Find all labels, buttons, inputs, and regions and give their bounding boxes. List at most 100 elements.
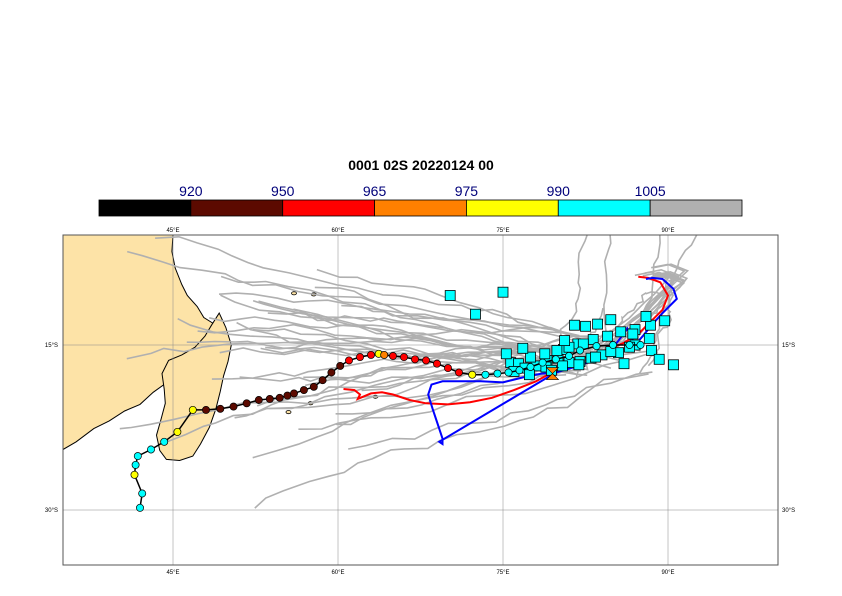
observed-point — [468, 370, 477, 379]
observed-point — [538, 358, 547, 367]
forecast-square — [592, 318, 603, 330]
ensemble-track — [211, 342, 597, 380]
ensemble-track — [126, 337, 580, 360]
observed-point — [242, 399, 251, 408]
observed-point — [481, 370, 490, 379]
ensemble-track — [155, 235, 571, 338]
island — [285, 410, 292, 415]
ensemble-tracks — [119, 235, 698, 509]
lon-label-top: 90°E — [661, 228, 674, 234]
ensemble-track — [609, 270, 689, 355]
observed-point — [265, 394, 274, 403]
ensemble-track — [603, 235, 612, 335]
observed-point — [422, 356, 430, 365]
observed-point — [356, 353, 364, 362]
observed-point — [173, 427, 182, 436]
lon-label-bottom: 45°E — [166, 570, 179, 576]
observed-point — [493, 369, 502, 378]
forecast-square — [615, 326, 627, 338]
ensemble-track — [254, 373, 649, 509]
forecast-square — [659, 315, 671, 327]
observed-point — [229, 402, 238, 411]
ensemble-track — [599, 271, 678, 354]
observed-point — [299, 386, 308, 395]
observed-point — [133, 452, 142, 461]
forecast-square — [539, 348, 551, 360]
observed-point — [318, 376, 327, 385]
ensemble-track — [605, 275, 686, 355]
ensemble-track — [126, 250, 599, 339]
lat-label-right: 15°S — [782, 343, 795, 349]
pressure-colorbar — [98, 199, 743, 217]
forecast-square — [517, 342, 529, 354]
forecast-square — [618, 358, 630, 370]
observed-point — [625, 341, 634, 349]
lon-label-top: 60°E — [331, 228, 344, 234]
observed-track — [130, 341, 645, 512]
observed-point — [160, 437, 169, 446]
lon-label-top: 45°E — [166, 228, 179, 234]
observed-point — [188, 405, 197, 414]
observed-point — [433, 359, 441, 368]
colorbar-label: 1005 — [635, 183, 666, 199]
colorbar-label: 975 — [455, 183, 479, 199]
observed-point — [455, 368, 463, 377]
ensemble-track — [220, 275, 634, 339]
forecast-square — [444, 290, 456, 301]
observed-point — [283, 391, 292, 400]
current-position-marker — [545, 367, 560, 380]
observed-point — [609, 341, 617, 349]
figure-title: 0001 02S 20220124 00 — [348, 157, 494, 173]
pressure-colorbar-labels: 920 950 965 975 990 1005 — [179, 183, 666, 199]
observed-point — [400, 353, 408, 362]
observed-point — [576, 346, 584, 355]
observed-point — [592, 342, 601, 351]
lat-label-left: 15°S — [45, 343, 58, 349]
forecast-square — [559, 335, 570, 347]
observed-point — [345, 356, 353, 365]
forecast-square — [557, 360, 568, 372]
observed-point — [526, 363, 535, 371]
lat-label-left: 30°S — [45, 508, 58, 514]
axis-tick-labels: 45°E 45°E 60°E 60°E 75°E 75°E 90°E 90°E 15°S 15°S… — [45, 228, 795, 576]
observed-point — [138, 489, 147, 498]
observed-point — [327, 368, 336, 377]
observed-point — [389, 352, 397, 360]
observed-point — [515, 366, 524, 375]
observed-point — [130, 470, 139, 479]
forecast-square — [580, 320, 591, 332]
forecast-square — [653, 353, 665, 365]
observed-point — [551, 355, 560, 364]
observed-point — [131, 460, 140, 469]
lon-label-bottom: 60°E — [331, 570, 344, 576]
forecast-square — [640, 310, 652, 322]
observed-point — [504, 368, 513, 377]
colorbar-label: 920 — [179, 183, 203, 199]
observed-point — [636, 341, 645, 349]
observed-point — [336, 361, 345, 370]
ensemble-track — [197, 323, 580, 341]
observed-point — [254, 396, 263, 404]
observed-point — [216, 404, 225, 413]
lon-label-bottom: 90°E — [661, 570, 674, 576]
forecast-square — [646, 345, 657, 356]
ensemble-track — [631, 235, 661, 341]
ensemble-track — [209, 316, 577, 356]
lat-label-right: 30°S — [782, 508, 795, 514]
ensemble-track — [559, 235, 588, 351]
forecast-square — [551, 345, 563, 356]
colorbar-segment — [649, 199, 743, 217]
forecast-square — [497, 286, 509, 298]
forecast-square — [590, 351, 601, 363]
observed-point — [136, 503, 144, 512]
red-forecast-track — [343, 275, 670, 406]
observed-point — [309, 382, 318, 391]
colorbar-label: 950 — [271, 183, 295, 199]
madagascar — [155, 312, 232, 462]
observed-point — [367, 350, 375, 359]
forecast-square — [569, 319, 580, 331]
forecast-square — [627, 328, 639, 340]
observed-point — [275, 393, 284, 402]
colorbar-segment — [374, 199, 467, 217]
observed-point — [147, 445, 155, 454]
